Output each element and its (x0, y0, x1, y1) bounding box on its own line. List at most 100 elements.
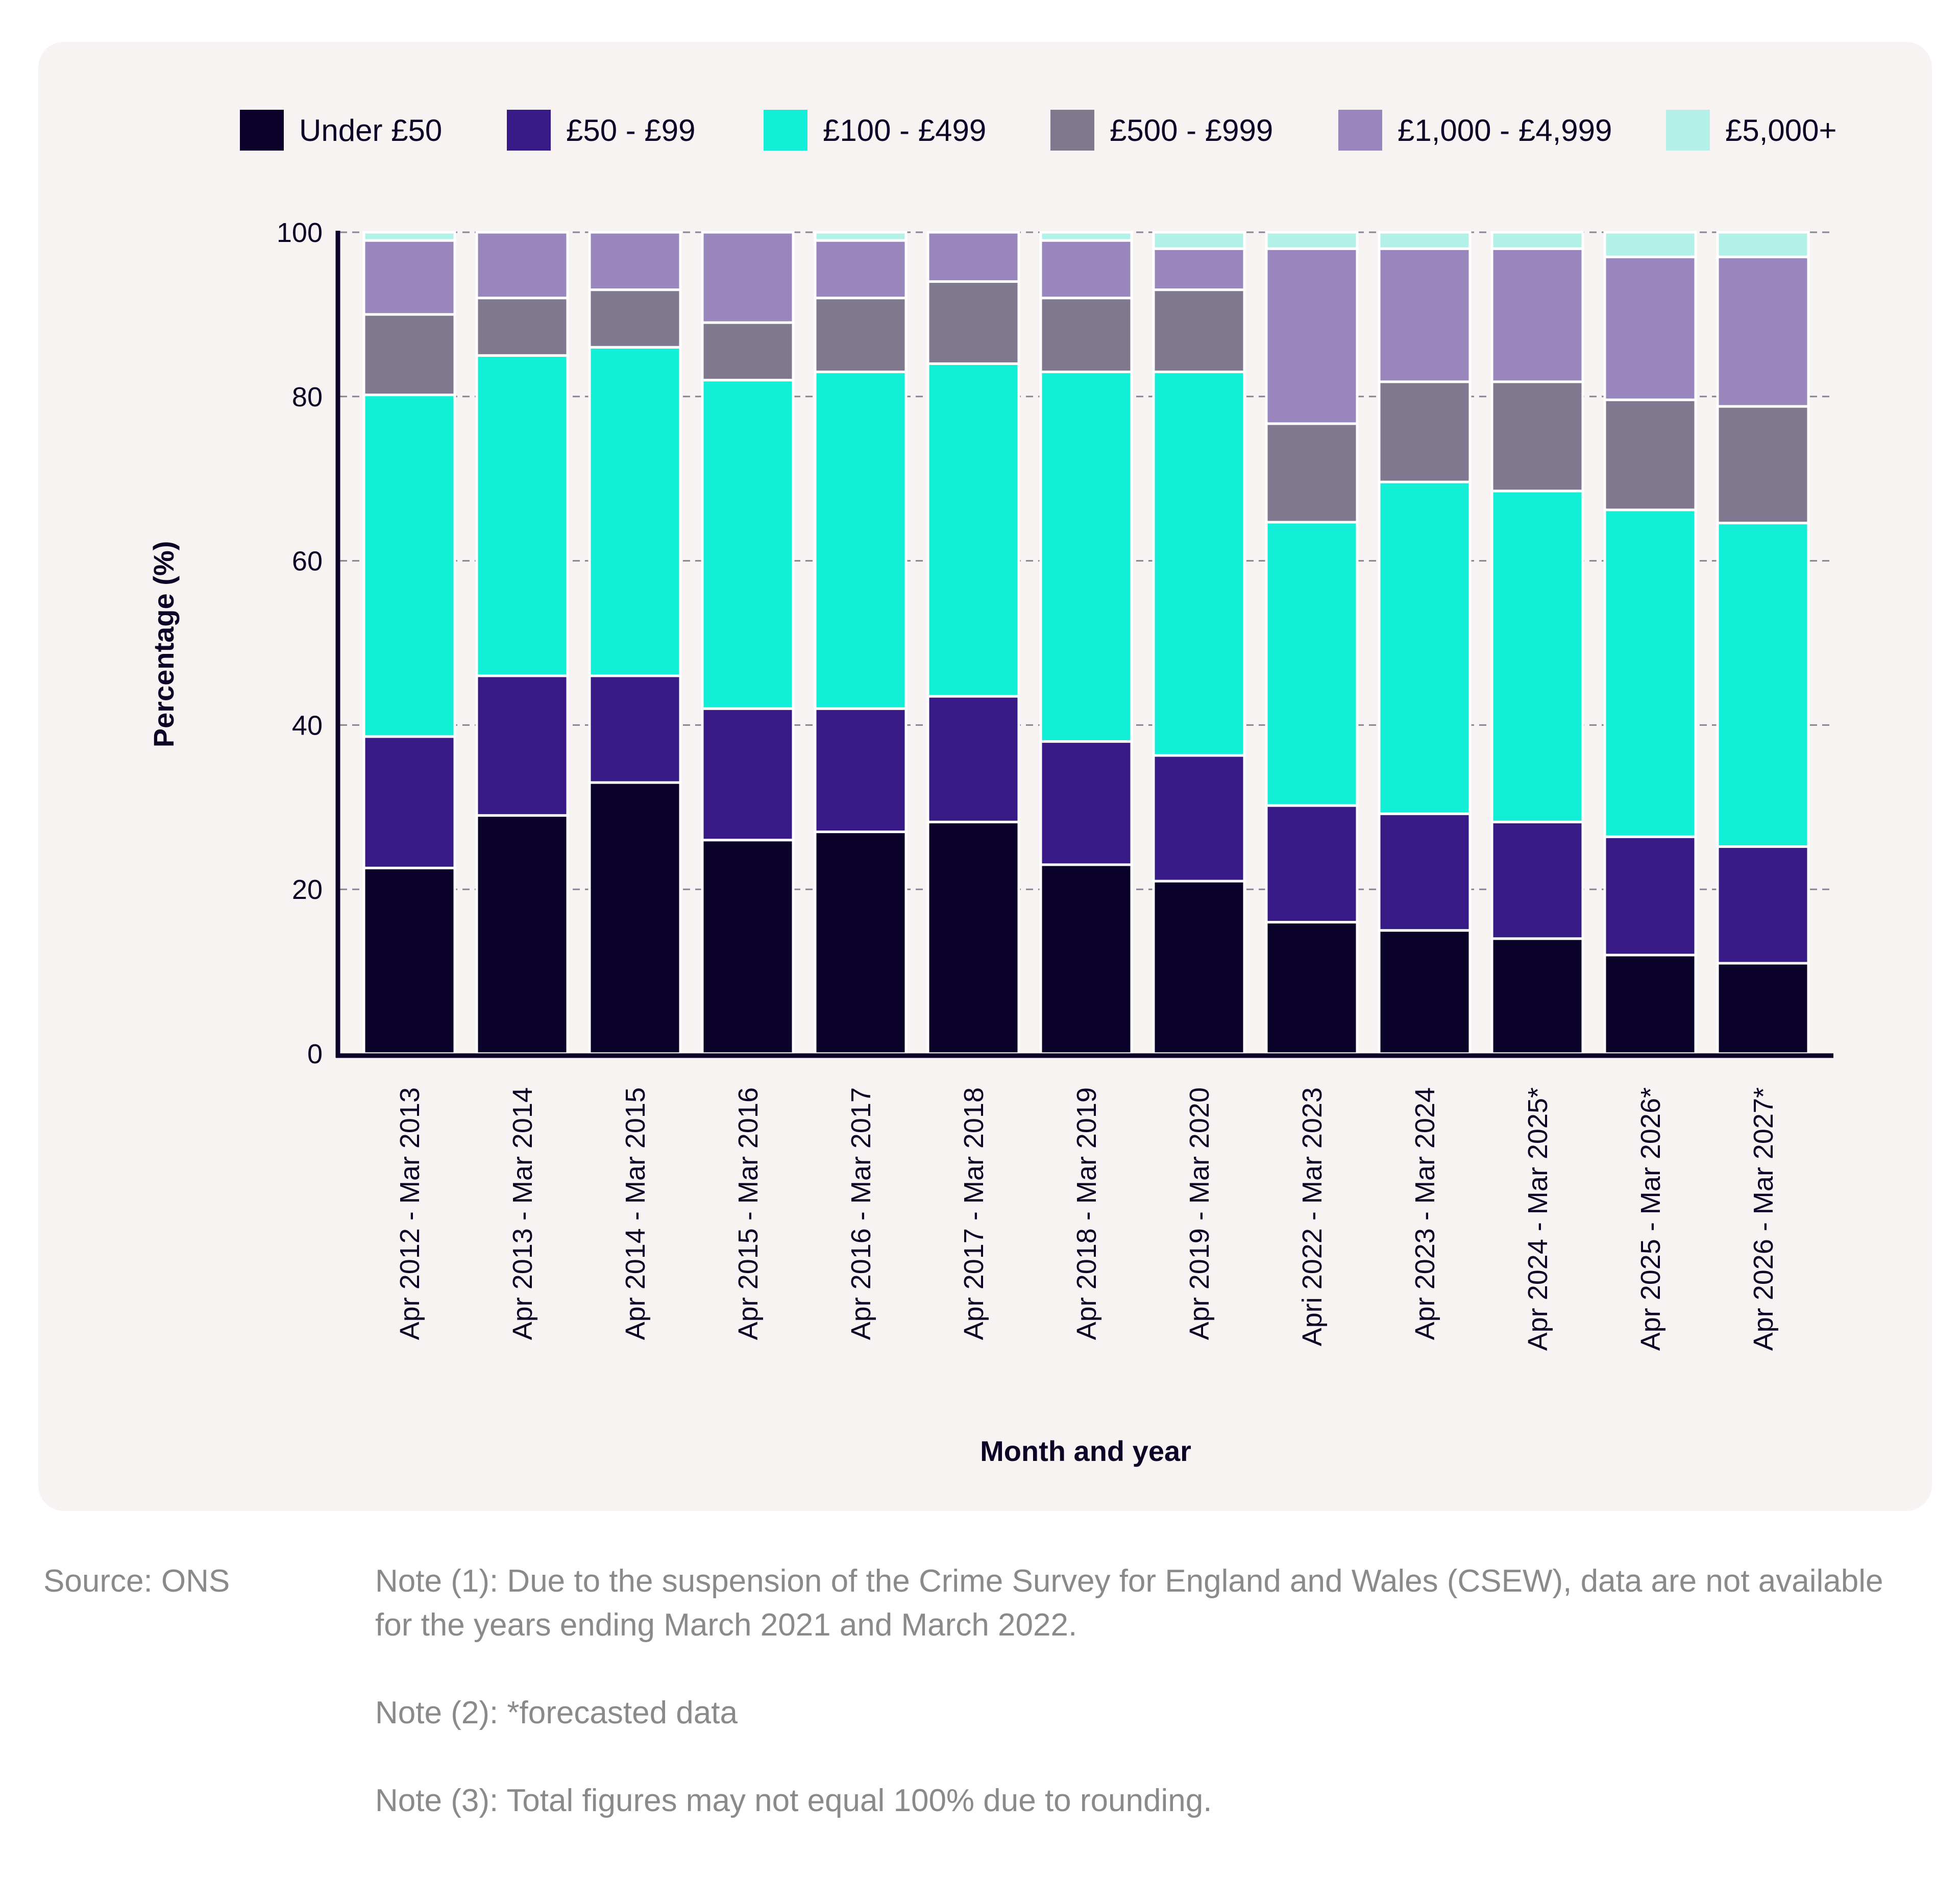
bar-segment (1039, 371, 1133, 743)
bar-stack (1265, 231, 1359, 1055)
bar-segment (1603, 508, 1697, 838)
bar-segment (1265, 422, 1359, 524)
bar-segment (1603, 255, 1697, 401)
bar-stack (588, 231, 682, 1055)
bar-segment (814, 231, 908, 242)
bar-segment (362, 313, 456, 397)
bar-segment (926, 280, 1020, 365)
bar-segment (926, 695, 1020, 823)
bar-segment (1039, 231, 1133, 242)
y-tick-label: 40 (292, 710, 323, 741)
bar-segment (1378, 247, 1472, 383)
bar-segment (1603, 835, 1697, 957)
bar-segment (588, 346, 682, 677)
bar-segment (1039, 740, 1133, 866)
y-tick-labels: 0 20 40 60 80 100 (277, 217, 323, 1069)
bar-segment (362, 866, 456, 1055)
y-tick-label: 80 (292, 382, 323, 412)
note-2: Note (2): *forecasted data (375, 1695, 738, 1730)
bar-stack (1490, 231, 1584, 1055)
bar-segment (1152, 231, 1246, 250)
legend-item-5000-plus: £5,000+ (1666, 110, 1837, 151)
bar-segment (1603, 398, 1697, 511)
y-tick-label: 100 (277, 217, 323, 248)
bar-segment (1378, 812, 1472, 932)
bar-segment (1152, 247, 1246, 291)
bar-segment (1716, 962, 1810, 1055)
x-tick-label: Apri 2022 - Mar 2023 (1297, 1087, 1328, 1346)
bar-segment (1490, 247, 1584, 383)
x-tick-label: Apr 2012 - Mar 2013 (395, 1087, 425, 1340)
x-tick-labels: Apr 2012 - Mar 2013 Apr 2013 - Mar 2014 Ap… (395, 1087, 1779, 1351)
bar-segment (362, 231, 456, 242)
bar-segment (1265, 231, 1359, 250)
source-label: Source: ONS (43, 1564, 230, 1599)
bar-segment (1378, 380, 1472, 483)
bar-segment (1152, 371, 1246, 757)
bar-segment (1716, 405, 1810, 525)
bar-segment (362, 394, 456, 738)
bar-segment (1152, 880, 1246, 1055)
legend-item-100-499: £100 - £499 (764, 110, 986, 151)
bar-segment (588, 674, 682, 784)
bar-segment (1490, 231, 1584, 250)
bar-segment (1039, 297, 1133, 374)
bar-segment (362, 735, 456, 869)
bar-stack (814, 231, 908, 1055)
bar-segment (1490, 380, 1584, 493)
bar-stack (362, 231, 456, 1055)
bar-segment (475, 814, 569, 1055)
bar-segment (1152, 754, 1246, 883)
bar-stack (926, 231, 1020, 1055)
bar-segment (1378, 480, 1472, 815)
legend-swatch (507, 110, 551, 151)
bar-segment (1265, 247, 1359, 425)
bar-segment (1152, 288, 1246, 374)
bar-segment (1716, 231, 1810, 258)
bar-segment (814, 371, 908, 710)
bar-stack (1039, 231, 1133, 1055)
bar-segment (814, 831, 908, 1055)
note-3: Note (3): Total figures may not equal 10… (375, 1783, 1212, 1818)
bar-stack (475, 231, 569, 1055)
bar-segment (1039, 863, 1133, 1055)
x-tick-label: Apr 2024 - Mar 2025* (1523, 1087, 1553, 1351)
notes: Note (1): Due to the suspension of the C… (375, 1559, 1906, 1867)
x-tick-label: Apr 2015 - Mar 2016 (733, 1087, 764, 1340)
bar-segment (1490, 820, 1584, 940)
bar-segment (588, 231, 682, 291)
bar-stack (1603, 231, 1697, 1055)
legend-swatch (1338, 110, 1382, 151)
x-tick-label: Apr 2025 - Mar 2026* (1635, 1087, 1666, 1351)
y-tick-label: 20 (292, 874, 323, 905)
bar-segment (701, 839, 795, 1055)
bar-segment (1265, 804, 1359, 924)
legend-label: £1,000 - £4,999 (1398, 113, 1612, 148)
bar-stack (701, 231, 795, 1055)
bar-segment (475, 297, 569, 357)
legend-label: £5,000+ (1725, 113, 1837, 148)
bar-segment (1716, 522, 1810, 848)
bar-segment (588, 781, 682, 1055)
bar-segment (701, 231, 795, 324)
bar-segment (1603, 954, 1697, 1055)
bar-stack (1716, 231, 1810, 1055)
bars (362, 231, 1810, 1055)
bar-segment (1490, 937, 1584, 1055)
x-tick-label: Apr 2018 - Mar 2019 (1071, 1087, 1102, 1340)
bar-segment (475, 354, 569, 677)
legend-item-50-99: £50 - £99 (507, 110, 696, 151)
y-tick-label: 0 (307, 1039, 323, 1069)
bar-segment (362, 239, 456, 316)
x-tick-label: Apr 2014 - Mar 2015 (620, 1087, 651, 1340)
bar-segment (1490, 490, 1584, 823)
legend-label: £50 - £99 (566, 113, 696, 148)
legend-swatch (1050, 110, 1094, 151)
bar-segment (926, 362, 1020, 698)
x-tick-label: Apr 2026 - Mar 2027* (1748, 1087, 1779, 1351)
bar-segment (701, 321, 795, 382)
y-tick-label: 60 (292, 546, 323, 577)
legend-item-1000-4999: £1,000 - £4,999 (1338, 110, 1612, 151)
x-tick-label: Apr 2016 - Mar 2017 (846, 1087, 876, 1340)
